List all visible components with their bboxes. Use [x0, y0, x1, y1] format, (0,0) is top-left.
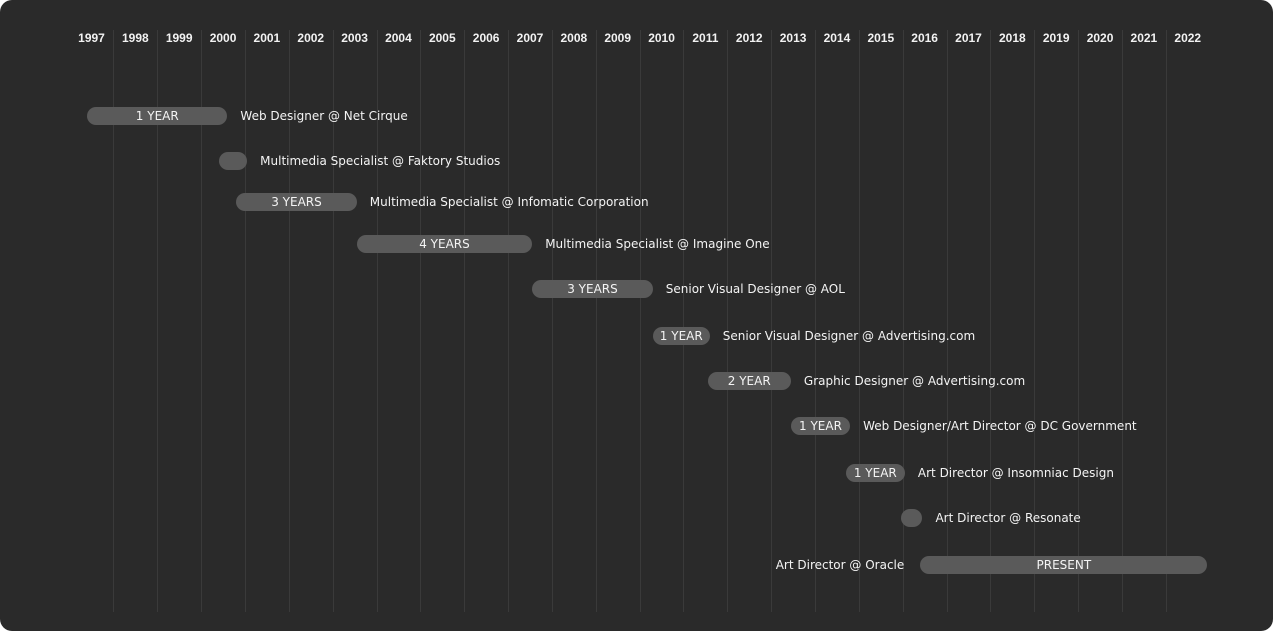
- year-tick-label: 2009: [604, 31, 632, 45]
- gridline: [1078, 30, 1079, 612]
- year-tick-label: 2022: [1174, 31, 1202, 45]
- gridline: [1166, 30, 1167, 612]
- gridline: [640, 30, 641, 612]
- gridline: [903, 30, 904, 612]
- gridline: [113, 30, 114, 612]
- year-tick-label: 1998: [121, 31, 149, 45]
- gridline: [727, 30, 728, 612]
- duration-bar: 4 YEARS: [356, 235, 533, 253]
- gridline: [420, 30, 421, 612]
- year-tick-label: 2021: [1130, 31, 1158, 45]
- year-tick-label: 2008: [560, 31, 588, 45]
- year-tick-label: 2005: [428, 31, 456, 45]
- gridline: [859, 30, 860, 612]
- year-tick-label: 2017: [955, 31, 982, 45]
- gridline: [596, 30, 597, 612]
- year-tick-label: 2002: [297, 31, 325, 45]
- gridline: [990, 30, 991, 612]
- gridline: [1034, 30, 1035, 612]
- gridline: [552, 30, 553, 612]
- year-tick-label: 2014: [823, 31, 851, 45]
- duration-bar: 1 YEAR: [87, 107, 228, 125]
- duration-bar: PRESENT: [920, 556, 1208, 574]
- year-tick-label: 2012: [735, 31, 763, 45]
- role-label: Senior Visual Designer @ AOL: [665, 282, 845, 296]
- year-tick-label: 2001: [253, 31, 281, 45]
- role-label: Senior Visual Designer @ Advertising.com: [722, 329, 976, 343]
- year-tick-label: 2006: [472, 31, 500, 45]
- role-label: Art Director @ Resonate: [935, 511, 1081, 525]
- year-tick-label: 2019: [1042, 31, 1070, 45]
- duration-bar: 1 YEAR: [652, 327, 710, 345]
- duration-bar: 2 YEAR: [707, 372, 791, 390]
- year-tick-label: 2013: [779, 31, 807, 45]
- year-tick-label: 1997: [78, 31, 105, 45]
- role-label: Web Designer @ Net Cirque: [240, 109, 408, 123]
- year-tick-label: 2003: [341, 31, 368, 45]
- role-label: Web Designer/Art Director @ DC Governmen…: [863, 419, 1137, 433]
- gridline: [333, 30, 334, 612]
- gridline: [377, 30, 378, 612]
- role-label: Multimedia Specialist @ Infomatic Corpor…: [369, 195, 649, 209]
- duration-bar: 1 YEAR: [790, 417, 851, 435]
- year-tick-label: 2011: [692, 31, 719, 45]
- role-label: Graphic Designer @ Advertising.com: [803, 374, 1026, 388]
- year-tick-label: 2020: [1086, 31, 1114, 45]
- duration-bar: 1 YEAR: [845, 464, 905, 482]
- duration-bar: [218, 152, 248, 170]
- year-tick-label: 2000: [209, 31, 237, 45]
- gridline: [771, 30, 772, 612]
- role-label: Art Director @ Oracle: [775, 558, 905, 572]
- role-label: Multimedia Specialist @ Imagine One: [545, 237, 770, 251]
- year-tick-label: 2015: [867, 31, 895, 45]
- gridline: [1122, 30, 1123, 612]
- role-label: Art Director @ Insomniac Design: [917, 466, 1114, 480]
- duration-bar: 3 YEARS: [236, 193, 357, 211]
- gridline: [157, 30, 158, 612]
- gridline: [289, 30, 290, 612]
- duration-bar: 3 YEARS: [532, 280, 653, 298]
- year-tick-label: 2018: [998, 31, 1026, 45]
- year-tick-label: 1999: [165, 31, 193, 45]
- gridline: [201, 30, 202, 612]
- role-label: Multimedia Specialist @ Faktory Studios: [260, 154, 501, 168]
- gridline: [683, 30, 684, 612]
- year-tick-label: 2007: [516, 31, 544, 45]
- year-tick-label: 2004: [385, 31, 412, 45]
- duration-bar: [900, 509, 923, 527]
- gridline: [947, 30, 948, 612]
- gridline: [464, 30, 465, 612]
- year-tick-label: 2016: [911, 31, 938, 45]
- year-tick-label: 2010: [648, 31, 675, 45]
- gridline: [815, 30, 816, 612]
- gridline: [508, 30, 509, 612]
- gridline: [245, 30, 246, 612]
